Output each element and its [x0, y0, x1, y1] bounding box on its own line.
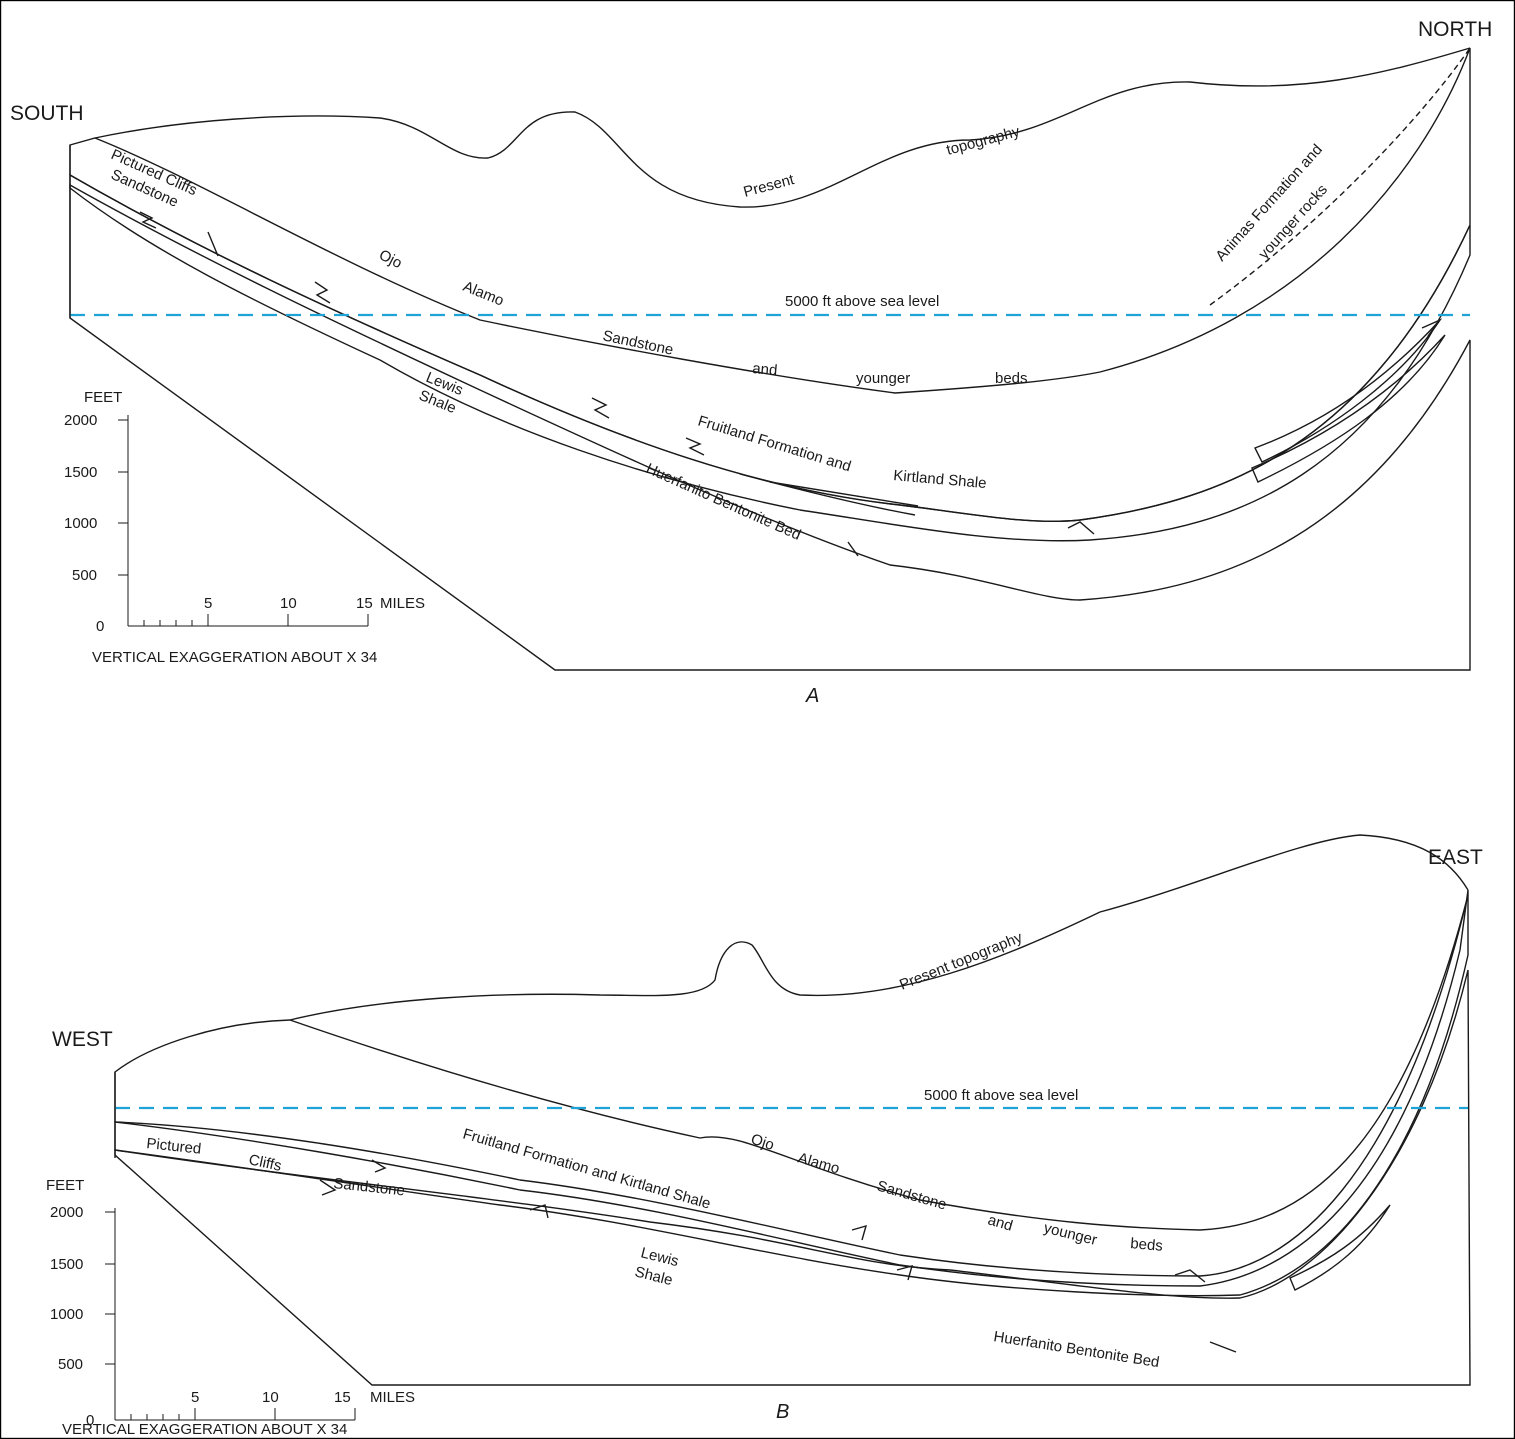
feet-tick-0-b: 0 [86, 1412, 94, 1429]
alamo-word-b: Alamo [796, 1150, 842, 1178]
mile-tick-5-b: 5 [191, 1389, 199, 1406]
panel-b [114, 834, 1471, 1386]
and-word-a: and [752, 360, 778, 379]
fruitland-ojo-alamo-body-b [114, 894, 1469, 1277]
panel-a [69, 47, 1471, 671]
animas-upper-dashed [1209, 47, 1471, 306]
kirtland-label-a: Kirtland Shale [893, 467, 988, 492]
zigzag-3 [591, 397, 610, 419]
topography-label-b: Present topography [897, 929, 1025, 994]
leader-huerfanito-b [1209, 1341, 1237, 1353]
ojo-word-b: Ojo [749, 1131, 776, 1154]
direction-north: NORTH [1418, 18, 1492, 41]
pictured-word-b: Pictured [146, 1135, 203, 1158]
mile-tick-5-a: 5 [204, 595, 212, 612]
lewis-shale-body-b [114, 969, 1471, 1386]
miles-unit-a: MILES [380, 595, 425, 612]
feet-tick-500-b: 500 [58, 1356, 83, 1373]
yellow-tongue-east [1289, 1204, 1391, 1291]
zigzag-b3 [529, 1204, 549, 1219]
huerfanito-label-b: Huerfanito Bentonite Bed [992, 1328, 1160, 1371]
younger-word-a: younger [856, 370, 910, 387]
pictured-cliffs-sandstone-band [69, 173, 1471, 542]
feet-tick-1000-b: 1000 [50, 1306, 83, 1323]
sea-level-label-b: 5000 ft above sea level [924, 1087, 1078, 1104]
beds-word-b: beds [1130, 1235, 1164, 1255]
orange-tongue [1254, 319, 1441, 463]
miles-unit-b: MILES [370, 1389, 415, 1406]
scale-bar-a [118, 415, 369, 627]
feet-tick-1500-b: 1500 [50, 1256, 83, 1273]
topography-word-topography: topography [945, 123, 1022, 159]
feet-tick-0-a: 0 [96, 618, 104, 635]
direction-east: EAST [1428, 846, 1483, 869]
feet-unit-a: FEET [84, 389, 122, 406]
direction-south: SOUTH [10, 102, 84, 125]
and-word-b: and [986, 1212, 1015, 1235]
mile-tick-15-b: 15 [334, 1389, 351, 1406]
mile-tick-10-a: 10 [280, 595, 297, 612]
leader-huerfanito-a [847, 541, 859, 557]
mile-tick-15-a: 15 [356, 595, 373, 612]
fruitland-lens [739, 473, 916, 516]
pictured-cliffs-band-b [114, 889, 1469, 1297]
yellow-tongue-north [1251, 334, 1446, 483]
zigzag-b4 [851, 1224, 868, 1241]
sandstone-word-b2: Sandstone [875, 1178, 949, 1214]
zigzag-b1 [319, 1179, 337, 1196]
zigzag-1 [139, 211, 157, 229]
present-topography-b [289, 834, 1469, 1021]
direction-west: WEST [52, 1028, 113, 1051]
zigzag-b5 [896, 1265, 914, 1281]
ojo-alamo-fruitland-body [69, 47, 1471, 522]
huerfanito-label-a: Huerfanito Bentonite Bed [643, 460, 803, 544]
present-topography-a [94, 47, 1471, 208]
zigzag-2 [314, 281, 331, 304]
zigzag-4 [685, 437, 705, 456]
panel-letter-a: A [805, 685, 819, 707]
sea-level-label-a: 5000 ft above sea level [785, 293, 939, 310]
panel-letter-b: B [776, 1401, 789, 1423]
zigzag-b2 [371, 1159, 387, 1173]
ojo-word-a: Ojo [376, 246, 405, 272]
zigzag-b6 [1174, 1269, 1206, 1283]
feet-tick-2000-a: 2000 [64, 412, 97, 429]
vertical-exaggeration-b: VERTICAL EXAGGERATION ABOUT X 34 [62, 1421, 347, 1438]
zigzag-6 [1421, 318, 1443, 337]
scale-bar-b [105, 1208, 356, 1421]
feet-unit-b: FEET [46, 1177, 84, 1194]
feet-tick-1000-a: 1000 [64, 515, 97, 532]
fruitland-lens-2 [769, 481, 919, 507]
alamo-word-a: Alamo [461, 278, 507, 310]
leader-pictured-cliffs-a [207, 231, 219, 257]
topography-word-present: Present [742, 171, 797, 201]
feet-tick-1500-a: 1500 [64, 464, 97, 481]
cliffs-word-b: Cliffs [247, 1151, 283, 1175]
mile-tick-10-b: 10 [262, 1389, 279, 1406]
feet-tick-500-a: 500 [72, 567, 97, 584]
beds-word-a: beds [995, 370, 1028, 387]
sandstone-word-a: Sandstone [601, 327, 675, 359]
vertical-exaggeration-a: VERTICAL EXAGGERATION ABOUT X 34 [92, 649, 377, 666]
sandstone-word-b: Sandstone [333, 1175, 406, 1199]
fruitland-label-a: Fruitland Formation and [696, 413, 853, 476]
lewis-shale-body [69, 183, 1471, 671]
zigzag-5 [1067, 521, 1095, 535]
feet-tick-2000-b: 2000 [50, 1204, 83, 1221]
